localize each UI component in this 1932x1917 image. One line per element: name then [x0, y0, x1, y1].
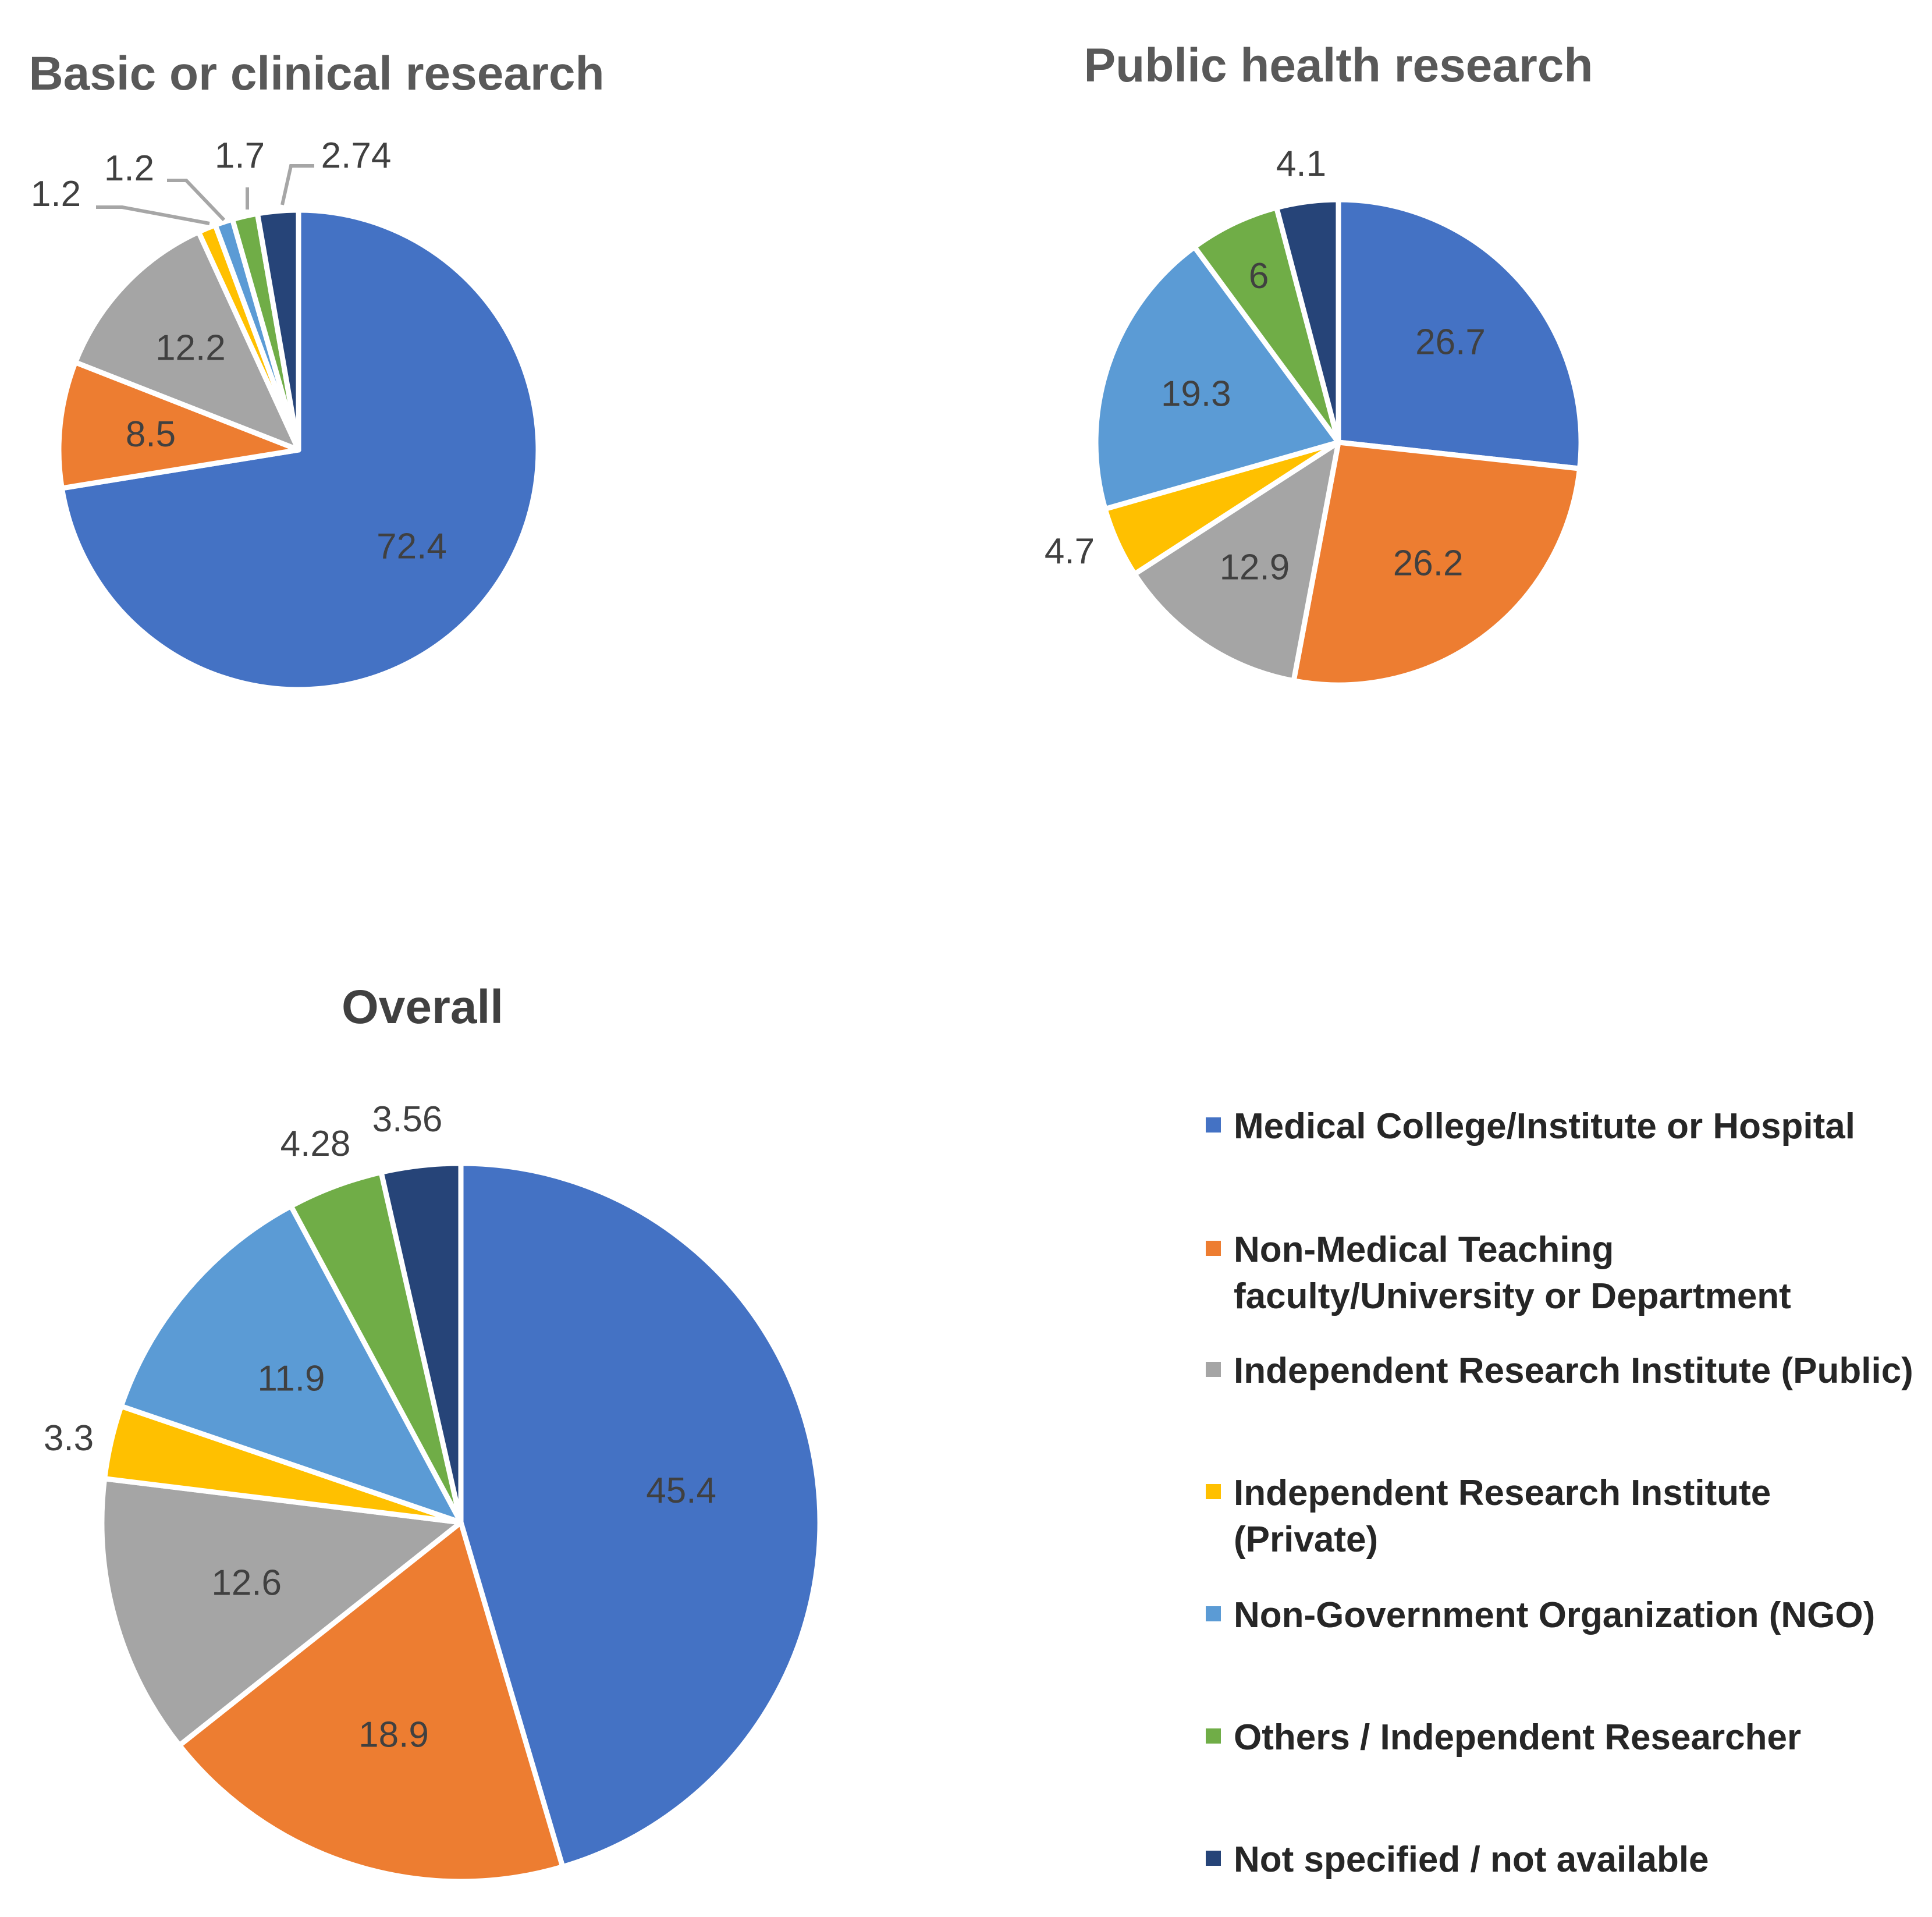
pie-leader-lines	[96, 164, 314, 225]
legend-item-4: Independent Research Institute (Private)	[1206, 1473, 1771, 1560]
legend-swatch	[1206, 1117, 1221, 1133]
pie-public-health-research: 26.7 26.2 12.9 4.7 19.3 6 4.1	[1045, 144, 1584, 688]
legend-item-3: Independent Research Institute (Public)	[1206, 1351, 1913, 1391]
pie-slice-5	[1093, 244, 1341, 512]
chart-title-overall: Overall	[342, 981, 503, 1034]
pie-slice-7	[1274, 197, 1341, 445]
legend-label: (Private)	[1234, 1520, 1378, 1560]
data-label-6: 6	[1249, 256, 1269, 296]
data-label-4: 1.2	[31, 174, 81, 214]
legend-swatch	[1206, 1362, 1221, 1377]
pie-slice-3	[72, 229, 301, 453]
legend-swatch	[1206, 1484, 1221, 1499]
pie-slice-2	[176, 1520, 566, 1884]
data-label-7: 2.74	[321, 136, 392, 176]
legend-label: faculty/University or Department	[1234, 1276, 1791, 1316]
legend-item-6: Others / Independent Researcher	[1206, 1717, 1801, 1758]
data-label-3: 12.6	[211, 1563, 282, 1603]
data-label-6: 4.28	[280, 1124, 351, 1164]
pie-slice-2	[56, 360, 301, 491]
data-label-2: 18.9	[358, 1715, 429, 1755]
leader-line-4	[96, 205, 210, 225]
leader-line-5	[167, 179, 226, 222]
legend-label: Others / Independent Researcher	[1234, 1717, 1801, 1758]
legend-item-7: Not specified / not available	[1206, 1840, 1709, 1880]
data-label-6: 1.7	[215, 136, 265, 176]
pie-slice-3	[99, 1476, 464, 1748]
legend-item-2: Non-Medical Teaching faculty/University o…	[1206, 1230, 1791, 1316]
pie-slice-2	[1291, 439, 1583, 688]
chart-title-basic-clinical: Basic or clinical research	[29, 47, 604, 100]
legend-swatch	[1206, 1728, 1221, 1744]
leader-line-7	[280, 164, 314, 205]
legend-swatch	[1206, 1851, 1221, 1866]
pie-slice-1	[1336, 197, 1584, 471]
pie-slices	[56, 207, 541, 693]
legend-item-1: Medical College/Institute or Hospital	[1206, 1106, 1855, 1146]
pie-slices	[99, 1160, 823, 1884]
data-label-5: 11.9	[257, 1358, 325, 1398]
pie-slice-3	[1132, 439, 1341, 684]
pie-basic-clinical-research: 72.4 8.5 12.2 1.2 1.2 1.7 2.74	[31, 136, 541, 693]
legend-swatch	[1206, 1606, 1221, 1621]
pie-data-labels: 72.4 8.5 12.2 1.2 1.2 1.7 2.74	[31, 136, 447, 567]
data-label-2: 26.2	[1393, 544, 1464, 584]
data-label-5: 1.2	[104, 148, 154, 189]
legend-label: Non-Government Organization (NGO)	[1234, 1595, 1875, 1635]
pie-slices	[1093, 197, 1584, 688]
legend-label: Independent Research Institute	[1234, 1473, 1771, 1513]
data-label-2: 8.5	[126, 414, 176, 455]
pie-slice-7	[378, 1160, 464, 1525]
pie-slice-6	[1192, 205, 1341, 445]
pie-slice-5	[118, 1203, 464, 1525]
data-label-4: 4.7	[1045, 531, 1095, 571]
pie-overall: 45.4 18.9 12.6 3.3 11.9 4.28 3.56	[44, 1099, 823, 1884]
pie-slice-1	[458, 1160, 823, 1870]
legend-label: Independent Research Institute (Public)	[1234, 1351, 1913, 1391]
chart-title-public-health: Public health research	[1084, 39, 1593, 92]
data-label-3: 12.9	[1220, 548, 1290, 588]
data-label-7: 4.1	[1276, 144, 1326, 184]
legend-label: Medical College/Institute or Hospital	[1234, 1106, 1855, 1146]
legend-swatch	[1206, 1241, 1221, 1256]
pie-data-labels: 45.4 18.9 12.6 3.3 11.9 4.28 3.56	[44, 1099, 716, 1755]
data-label-7: 3.56	[372, 1099, 443, 1139]
data-label-1: 45.4	[646, 1471, 716, 1511]
legend: Medical College/Institute or Hospital Non…	[1206, 1106, 1913, 1880]
pie-slice-7	[254, 207, 301, 453]
pie-data-labels: 26.7 26.2 12.9 4.7 19.3 6 4.1	[1045, 144, 1486, 588]
data-label-5: 19.3	[1161, 374, 1231, 414]
legend-label: Not specified / not available	[1234, 1840, 1709, 1880]
legend-label: Non-Medical Teaching	[1234, 1230, 1614, 1270]
data-label-1: 72.4	[377, 527, 447, 567]
data-label-4: 3.3	[44, 1418, 94, 1458]
data-label-1: 26.7	[1415, 322, 1486, 362]
legend-item-5: Non-Government Organization (NGO)	[1206, 1595, 1875, 1635]
data-label-3: 12.2	[155, 328, 226, 368]
